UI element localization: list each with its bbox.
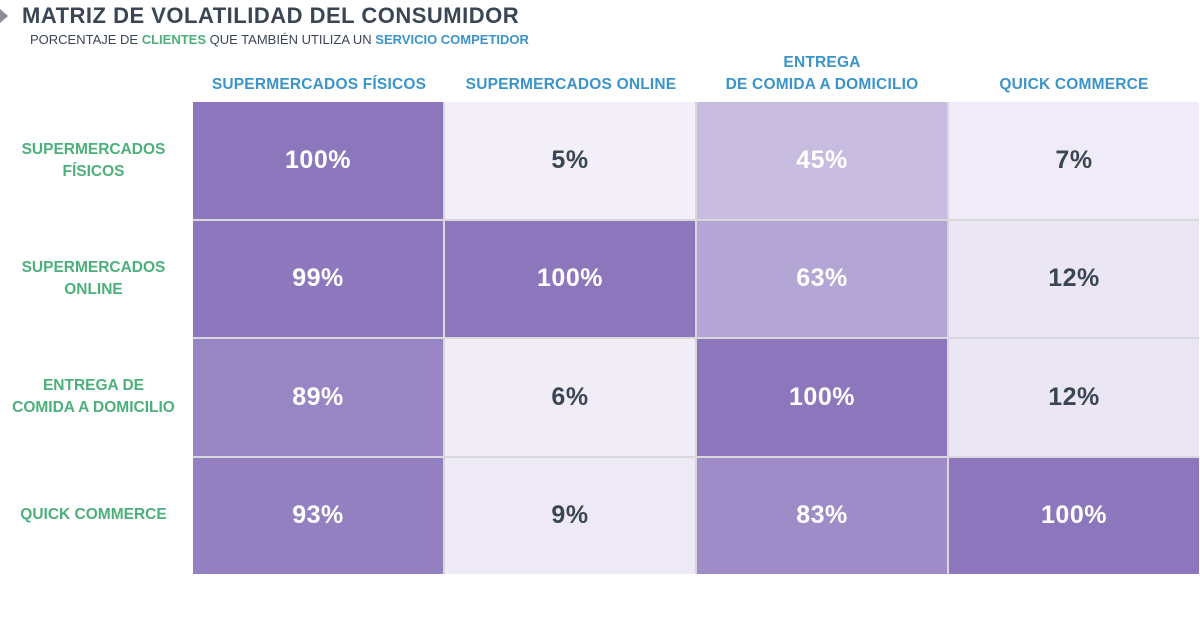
row-header: ENTREGA DE COMIDA A DOMICILIO [12,377,175,416]
heatmap-cell: 12% [949,220,1199,337]
heatmap-cell: 89% [193,339,443,456]
heatmap-cell: 7% [949,102,1199,219]
column-header: ENTREGA DE COMIDA A DOMICILIO [725,54,919,93]
heatmap-cell: 12% [949,339,1199,456]
subtitle-part: PORCENTAJE DE [30,32,142,47]
heatmap-cell: 100% [193,102,443,219]
column-header: SUPERMERCADOS ONLINE [465,76,677,93]
heatmap-cell: 5% [445,102,695,219]
heatmap-cell: 45% [697,102,947,219]
row-header: SUPERMERCADOS FÍSICOS [21,141,166,180]
row-header: SUPERMERCADOS ONLINE [21,259,166,298]
heatmap-cell: 100% [949,457,1199,574]
column-header: SUPERMERCADOS FÍSICOS [211,76,427,93]
subtitle-part: QUE TAMBIÉN UTILIZA UN [206,32,376,47]
heatmap-cell: 100% [445,220,695,337]
heatmap-cell: 100% [697,339,947,456]
heatmap-cell: 93% [193,457,443,574]
subtitle-part: CLIENTES [141,32,207,47]
heatmap-cell: 9% [445,457,695,574]
heatmap-cell: 6% [445,339,695,456]
heatmap-grid: 100% 5% 45% 7% 99% 100% 63% 12% 89% 6% 100% 12% 93% 9… [193,102,1199,574]
subtitle-part: SERVICIO COMPETIDOR [375,32,529,47]
heatmap-cell: 63% [697,220,947,337]
heatmap-cell: 99% [193,220,443,337]
chart-title: MATRIZ DE VOLATILIDAD DEL CONSUMIDOR [22,3,520,28]
row-header: QUICK COMMERCE [20,506,167,523]
chart-subtitle: PORCENTAJE DE CLIENTES QUE TAMBIÉN UTILI… [30,32,529,47]
heatmap-cell: 83% [697,457,947,574]
title-marker-icon [0,9,8,23]
column-header: QUICK COMMERCE [999,76,1149,93]
